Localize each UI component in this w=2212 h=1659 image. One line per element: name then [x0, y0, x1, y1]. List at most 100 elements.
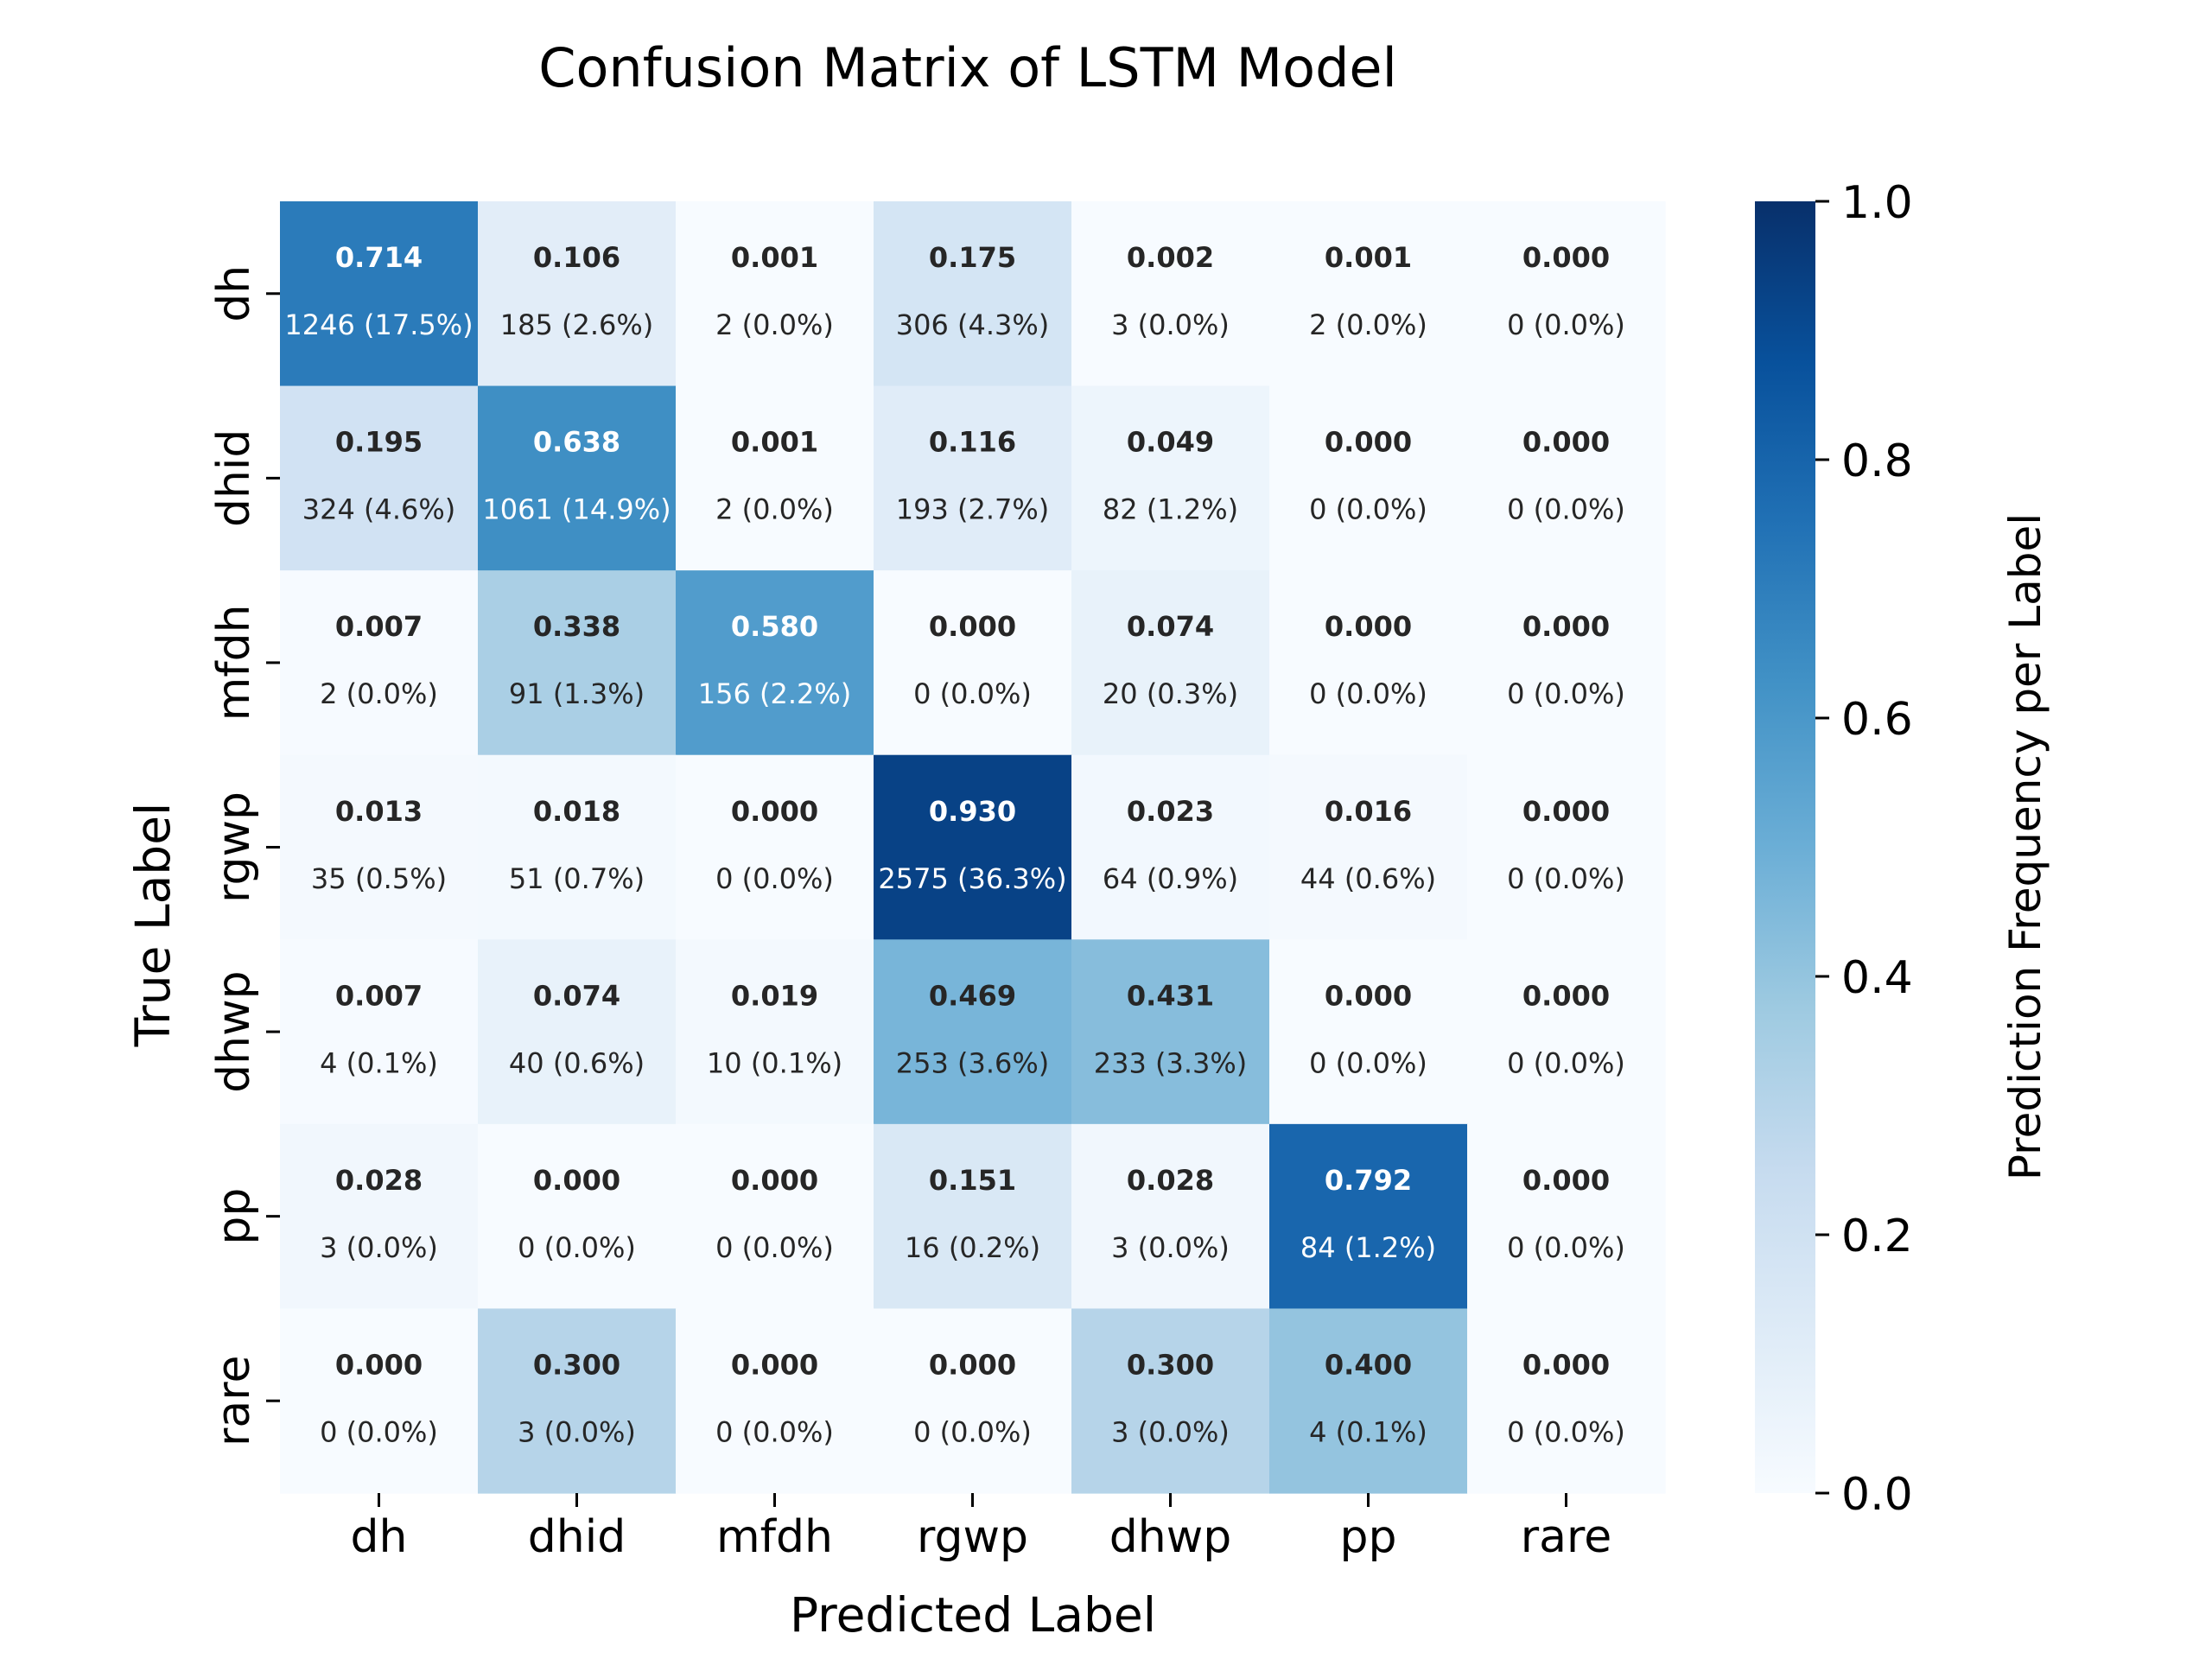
cell-count-label: 0 (0.0%) [1507, 1046, 1625, 1079]
cell-count-label: 0 (0.0%) [913, 1416, 1032, 1449]
cell-value-label: 0.000 [533, 1164, 620, 1197]
x-tick-label: rare [1521, 1511, 1611, 1563]
cell-count-label: 324 (4.6%) [302, 493, 456, 526]
heatmap-cell [1269, 385, 1468, 571]
cell-count-label: 44 (0.6%) [1300, 862, 1436, 895]
heatmap-cell [280, 939, 479, 1125]
heatmap-cell [280, 201, 479, 387]
heatmap-cell [676, 1123, 874, 1310]
colorbar-tick-label: 0.8 [1841, 435, 1913, 487]
heatmap-cell [478, 939, 677, 1125]
y-tick-label: dhid [208, 429, 260, 527]
cell-count-label: 0 (0.0%) [1507, 493, 1625, 526]
colorbar-tick-label: 0.4 [1841, 952, 1913, 1004]
cell-count-label: 0 (0.0%) [1507, 1416, 1625, 1449]
heatmap-cell [676, 754, 874, 940]
cell-value-label: 0.018 [533, 795, 620, 828]
cell-value-label: 0.195 [335, 426, 423, 459]
cell-count-label: 40 (0.6%) [509, 1046, 645, 1079]
heatmap-cell [676, 1308, 874, 1494]
cell-value-label: 0.016 [1325, 795, 1412, 828]
cell-value-label: 0.106 [533, 241, 620, 274]
cell-count-label: 233 (3.3%) [1094, 1046, 1248, 1079]
cell-value-label: 0.007 [335, 979, 423, 1012]
y-axis-label: True Label [125, 803, 181, 1048]
cell-count-label: 0 (0.0%) [518, 1231, 636, 1264]
heatmap-cell [874, 754, 1072, 940]
heatmap-cell [874, 1308, 1072, 1494]
heatmap-cell [676, 570, 874, 756]
heatmap-cell [1071, 939, 1270, 1125]
cell-count-label: 156 (2.2%) [698, 677, 852, 710]
heatmap-cell [1467, 385, 1666, 571]
cell-value-label: 0.469 [929, 979, 1016, 1012]
cell-count-label: 0 (0.0%) [1507, 1231, 1625, 1264]
cell-count-label: 3 (0.0%) [1111, 1416, 1230, 1449]
cell-value-label: 0.000 [1522, 610, 1610, 643]
x-axis: dh dhid mfdh rgwp dhwp pp rare [351, 1493, 1611, 1563]
cell-value-label: 0.000 [1325, 610, 1412, 643]
heatmap-cell [1269, 1123, 1468, 1310]
cell-count-label: 3 (0.0%) [1111, 308, 1230, 341]
colorbar-label: Prediction Frequency per Label [2000, 513, 2050, 1180]
x-tick-label: dh [351, 1511, 408, 1563]
cell-count-label: 3 (0.0%) [518, 1416, 636, 1449]
heatmap-cell [676, 939, 874, 1125]
cell-count-label: 0 (0.0%) [1507, 862, 1625, 895]
heatmap-cell [1071, 1308, 1270, 1494]
heatmap-cell [1071, 570, 1270, 756]
cell-value-label: 0.638 [533, 426, 620, 459]
heatmap-cell [478, 201, 677, 387]
heatmap-cell [874, 385, 1072, 571]
heatmap-cell [1269, 1308, 1468, 1494]
cell-count-label: 193 (2.7%) [896, 493, 1050, 526]
cell-value-label: 0.001 [731, 426, 818, 459]
heatmap-cell [478, 1123, 677, 1310]
x-tick-label: dhwp [1109, 1511, 1232, 1563]
cell-count-label: 84 (1.2%) [1300, 1231, 1436, 1264]
y-tick-label: rgwp [208, 791, 260, 903]
cell-count-label: 2 (0.0%) [715, 308, 834, 341]
cell-value-label: 0.338 [533, 610, 620, 643]
cell-value-label: 0.000 [1522, 979, 1610, 1012]
cell-count-label: 1246 (17.5%) [284, 308, 473, 341]
cell-value-label: 0.028 [1127, 1164, 1214, 1197]
cell-count-label: 0 (0.0%) [715, 1416, 834, 1449]
heatmap-cell [1071, 201, 1270, 387]
cell-value-label: 0.074 [1127, 610, 1214, 643]
cell-value-label: 0.000 [1522, 1164, 1610, 1197]
x-tick-label: mfdh [716, 1511, 833, 1563]
y-tick-label: dh [208, 265, 260, 322]
cell-count-label: 0 (0.0%) [1309, 677, 1427, 710]
x-tick-label: pp [1339, 1511, 1396, 1563]
cell-value-label: 0.074 [533, 979, 620, 1012]
y-tick-label: rare [208, 1355, 260, 1446]
cell-value-label: 0.000 [1522, 426, 1610, 459]
heatmap-cell [1269, 754, 1468, 940]
heatmap-cell [1269, 570, 1468, 756]
cell-value-label: 0.019 [731, 979, 818, 1012]
cell-value-label: 0.000 [929, 610, 1016, 643]
y-tick-label: pp [208, 1188, 260, 1245]
heatmap-cell [280, 754, 479, 940]
cell-count-label: 1061 (14.9%) [482, 493, 671, 526]
cell-count-label: 0 (0.0%) [1309, 1046, 1427, 1079]
chart-title: Confusion Matrix of LSTM Model [538, 36, 1397, 99]
x-tick-label: rgwp [917, 1511, 1028, 1563]
cell-value-label: 0.028 [335, 1164, 423, 1197]
cell-value-label: 0.431 [1127, 979, 1214, 1012]
cell-count-label: 4 (0.1%) [1309, 1416, 1427, 1449]
heatmap-cell [1467, 939, 1666, 1125]
heatmap-cell [1467, 1123, 1666, 1310]
cell-value-label: 0.000 [1522, 1349, 1610, 1382]
cell-value-label: 0.001 [1325, 241, 1412, 274]
cell-value-label: 0.000 [1522, 241, 1610, 274]
cell-count-label: 2 (0.0%) [1309, 308, 1427, 341]
heatmap-cell [1467, 754, 1666, 940]
heatmap-cell [1467, 201, 1666, 387]
cell-count-label: 253 (3.6%) [896, 1046, 1050, 1079]
cell-value-label: 0.116 [929, 426, 1016, 459]
cell-value-label: 0.000 [1325, 979, 1412, 1012]
heatmap-cells: 0.714 1246 (17.5%) 0.106 185 (2.6%) 0.001 2 (… [280, 201, 1666, 1494]
